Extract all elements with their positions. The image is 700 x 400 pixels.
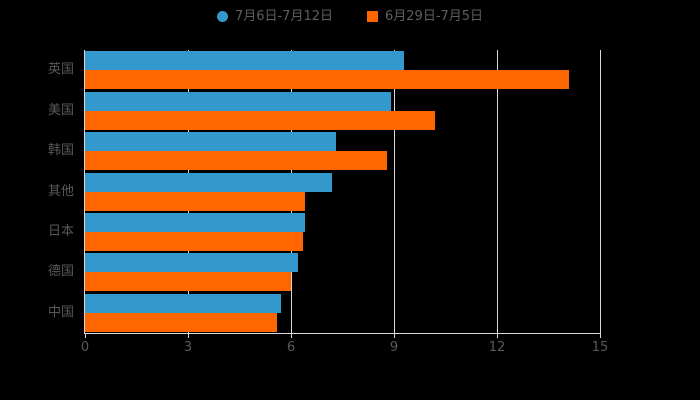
legend-marker-circle-icon <box>216 11 228 22</box>
category-label: 美国 <box>47 102 74 118</box>
gridline <box>497 50 498 333</box>
category-label: 中国 <box>47 304 74 320</box>
chart-legend: 7月6日-7月12日 6月29日-7月5日 <box>0 10 700 23</box>
tick-mark <box>497 333 498 338</box>
bar[interactable] <box>85 51 405 71</box>
bar[interactable] <box>85 172 333 192</box>
bar-group: 中国 <box>48 293 600 332</box>
bar[interactable] <box>85 293 281 313</box>
legend-item-series-1[interactable]: 6月29日-7月5日 <box>367 10 483 23</box>
bar[interactable] <box>85 191 305 211</box>
x-tick-label: 6 <box>286 340 296 355</box>
bar[interactable] <box>85 212 305 232</box>
legend-label-series-0: 7月6日-7月12日 <box>234 9 333 24</box>
tick-mark <box>291 333 292 338</box>
tick-mark <box>188 333 189 338</box>
category-label: 英国 <box>47 62 74 78</box>
legend-marker-square-icon <box>367 11 378 22</box>
gridline <box>600 50 601 333</box>
bar-group: 英国 <box>48 51 600 90</box>
bar-group: 德国 <box>48 253 600 292</box>
legend-item-series-0[interactable]: 7月6日-7月12日 <box>216 9 333 24</box>
bar[interactable] <box>85 91 391 111</box>
tick-mark <box>394 333 395 338</box>
bar-group: 美国 <box>48 91 600 130</box>
bar[interactable] <box>85 132 336 152</box>
bar[interactable] <box>85 70 570 90</box>
x-tick-label: 0 <box>80 340 90 355</box>
tick-mark <box>85 333 86 338</box>
gridline <box>394 50 395 333</box>
tick-mark <box>600 333 601 338</box>
x-tick-label: 9 <box>389 340 399 355</box>
x-tick-label: 15 <box>591 340 609 355</box>
bar[interactable] <box>85 110 436 130</box>
x-tick-label: 3 <box>183 340 193 355</box>
x-tick-label: 12 <box>488 340 506 355</box>
y-axis-line <box>84 50 85 333</box>
category-label: 其他 <box>47 183 74 199</box>
bar[interactable] <box>85 312 278 332</box>
legend-label-series-1: 6月29日-7月5日 <box>385 9 484 24</box>
bar-group: 其他 <box>48 172 600 211</box>
category-label: 日本 <box>47 223 74 239</box>
bar-group: 韩国 <box>48 132 600 171</box>
plot-area: 0 3 6 9 12 15 英国美国韩国其他日本德国中国 <box>48 50 608 355</box>
category-label: 韩国 <box>47 143 74 159</box>
bar[interactable] <box>85 231 304 251</box>
category-label: 德国 <box>47 264 74 280</box>
bar[interactable] <box>85 151 388 171</box>
bar[interactable] <box>85 272 291 292</box>
bar[interactable] <box>85 253 298 273</box>
x-axis-line <box>84 333 600 334</box>
bar-group: 日本 <box>48 212 600 251</box>
